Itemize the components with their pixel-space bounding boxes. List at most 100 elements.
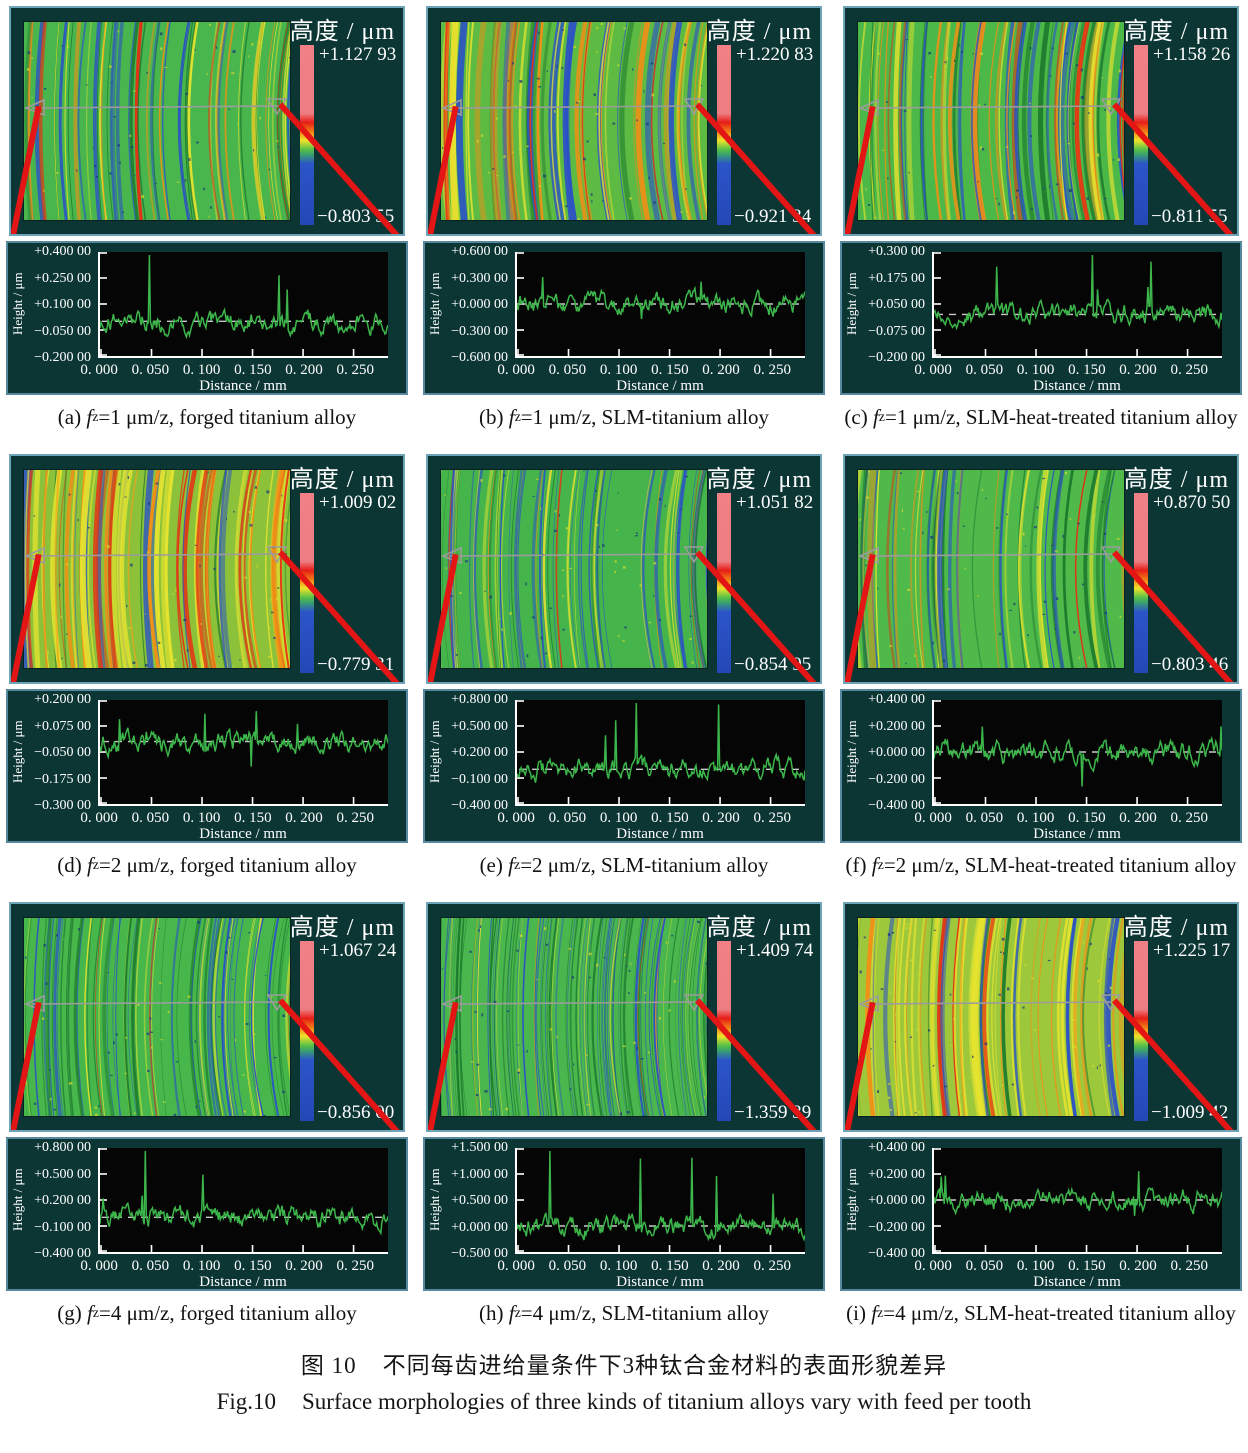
figure-page: 高度 / μm +1.127 93 −0.803 55 Height / μm …	[0, 6, 1248, 1415]
y-tick-label: −0.050 00	[34, 745, 91, 760]
surface-morphology-panel: 高度 / μm +1.127 93 −0.803 55	[9, 6, 405, 236]
x-tick-label: 0. 000	[914, 1258, 952, 1274]
height-profile-panel: Height / μm +0.200 00 +0.075 00 −0.050 00−…	[6, 689, 408, 843]
surface-morphology-image	[440, 21, 708, 221]
x-axis-label: Distance / mm	[616, 378, 704, 394]
x-tick-label: 0. 200	[1119, 810, 1157, 826]
panel-caption: (g) f z =4 μm/z, forged titanium alloy	[57, 1301, 357, 1325]
x-axis-label: Distance / mm	[1033, 378, 1121, 394]
height-profile-panel: Height / μm +1.500 00 +1.000 00 +0.500 00 +…	[423, 1137, 825, 1291]
surface-morphology-panel: 高度 / μm +1.158 26 −0.811 55	[843, 6, 1239, 236]
height-profile-trace	[100, 1148, 388, 1252]
colorbar-title: 高度 / μm	[289, 915, 395, 941]
y-tick-label: −0.400 00	[451, 798, 508, 813]
height-profile-panel: Height / μm +0.300 00 +0.175 00 +0.050 00−…	[840, 241, 1242, 395]
height-colorbar	[300, 941, 314, 1121]
y-tick-label: +0.250 00	[34, 270, 91, 286]
y-tick-label: +0.300 00	[451, 270, 508, 286]
y-tick-label: +0.200 00	[34, 1193, 91, 1208]
y-tick-label: +0.600 00	[451, 244, 508, 259]
x-axis-label: Distance / mm	[616, 826, 704, 842]
surface-morphology-image	[857, 21, 1125, 221]
y-tick-label: −0.400 00	[868, 798, 925, 813]
height-profile-panel: Height / μm +0.400 00 +0.200 00 +0.000 00−…	[840, 689, 1242, 843]
y-tick-label: +0.100 00	[34, 297, 91, 312]
figure-captions: 图 10 不同每齿进给量条件下3种钛合金材料的表面形貌差异 Fig.10 Surfa…	[0, 1346, 1248, 1415]
y-tick-label: −0.500 00	[451, 1246, 508, 1261]
colorbar-min-value: −0.779 31	[317, 654, 395, 675]
x-tick-label: 0. 200	[702, 810, 740, 826]
colorbar-title: 高度 / μm	[706, 19, 812, 45]
x-tick-label: 0. 150	[651, 1258, 689, 1274]
panel: 高度 / μm +1.067 24 −0.856 00 Height / μm …	[4, 902, 410, 1336]
y-tick-label: −0.175 00	[34, 771, 91, 787]
surface-morphology-panel: 高度 / μm +0.870 50 −0.803 46	[843, 454, 1239, 684]
height-profile-trace	[517, 1148, 805, 1252]
height-colorbar	[300, 493, 314, 673]
surface-morphology-image	[23, 469, 291, 669]
surface-morphology-image	[23, 917, 291, 1117]
panel: 高度 / μm +1.220 83 −0.921 34 Height / μm …	[421, 6, 827, 440]
y-tick-label: +0.500 00	[451, 1193, 508, 1208]
figure-caption-english: Fig.10 Surface morphologies of three kind…	[216, 1389, 1032, 1414]
x-tick-label: 0. 150	[234, 810, 272, 826]
profile-plot-area	[515, 252, 805, 358]
panel: 高度 / μm +1.051 82 −0.854 95 Height / μm …	[421, 454, 827, 888]
x-tick-label: 0. 000	[80, 1258, 118, 1274]
colorbar-title: 高度 / μm	[706, 915, 812, 941]
x-tick-label: 0. 050	[965, 1258, 1004, 1274]
y-tick-label: +0.000 00	[868, 1193, 925, 1208]
y-tick-label: −0.100 00	[34, 1219, 91, 1235]
x-tick-label: 0. 000	[80, 362, 118, 378]
x-tick-label: 0. 150	[1068, 362, 1106, 378]
x-tick-labels: 0. 000 0. 050 0. 100 0. 150 0. 200 0. 250	[80, 362, 390, 379]
x-tick-label: 0. 100	[182, 1258, 221, 1274]
x-axis-label: Distance / mm	[1033, 826, 1121, 842]
height-profile-trace	[517, 700, 805, 804]
surface-morphology-image	[440, 469, 708, 669]
profile-plot-area	[98, 1148, 388, 1254]
figure-grid: 高度 / μm +1.127 93 −0.803 55 Height / μm …	[0, 6, 1248, 1336]
x-tick-label: 0. 250	[753, 362, 792, 378]
panel-caption: (d) f z =2 μm/z, forged titanium alloy	[57, 853, 357, 877]
x-tick-label: 0. 050	[131, 1258, 170, 1274]
surface-morphology-panel: 高度 / μm +1.009 02 −0.779 31	[9, 454, 405, 684]
height-profile-trace	[100, 700, 388, 804]
colorbar-max-value: +1.009 02	[319, 492, 397, 513]
colorbar-title: 高度 / μm	[289, 467, 395, 493]
surface-morphology-panel: 高度 / μm +1.225 17 −1.009 42	[843, 902, 1239, 1132]
x-tick-label: 0. 150	[1068, 810, 1106, 826]
y-tick-label: +0.175 00	[868, 270, 925, 286]
panel-caption: (h) f z =4 μm/z, SLM-titanium alloy	[478, 1301, 770, 1325]
x-axis-label: Distance / mm	[199, 826, 287, 842]
colorbar-min-value: −0.803 55	[317, 206, 395, 227]
y-tick-labels: +0.200 00 +0.075 00 −0.050 00 −0.175 00 −0.3…	[24, 692, 94, 813]
y-tick-label: −0.075 00	[868, 323, 925, 339]
height-profile-trace	[934, 1148, 1222, 1252]
height-profile-panel: Height / μm +0.800 00 +0.500 00 +0.200 00−…	[423, 689, 825, 843]
y-tick-label: +0.800 00	[34, 1140, 91, 1155]
y-tick-label: −0.300 00	[451, 323, 508, 339]
x-tick-label: 0. 150	[651, 362, 689, 378]
x-tick-label: 0. 250	[1170, 810, 1209, 826]
x-tick-label: 0. 000	[914, 810, 952, 826]
y-tick-label: −0.300 00	[34, 798, 91, 813]
x-tick-labels: 0. 000 0. 050 0. 100 0. 150 0. 200 0. 250	[914, 1258, 1224, 1275]
x-tick-label: 0. 050	[965, 362, 1004, 378]
panel: 高度 / μm +1.409 74 −1.359 39 Height / μm …	[421, 902, 827, 1336]
panel: 高度 / μm +1.225 17 −1.009 42 Height / μm …	[838, 902, 1244, 1336]
x-axis-label: Distance / mm	[616, 1274, 704, 1290]
x-tick-label: 0. 150	[234, 1258, 272, 1274]
colorbar-min-value: −0.811 55	[1151, 206, 1228, 227]
colorbar-title: 高度 / μm	[1123, 915, 1229, 941]
y-tick-label: −0.400 00	[34, 1246, 91, 1261]
x-tick-label: 0. 200	[285, 1258, 323, 1274]
x-tick-label: 0. 200	[702, 1258, 740, 1274]
x-tick-label: 0. 250	[1170, 362, 1209, 378]
x-tick-label: 0. 250	[336, 810, 375, 826]
x-tick-label: 0. 100	[599, 362, 638, 378]
colorbar-max-value: +1.409 74	[736, 940, 814, 961]
surface-morphology-panel: 高度 / μm +1.220 83 −0.921 34	[426, 6, 822, 236]
x-tick-labels: 0. 000 0. 050 0. 100 0. 150 0. 200 0. 250	[497, 810, 807, 827]
profile-plot-area	[932, 252, 1222, 358]
